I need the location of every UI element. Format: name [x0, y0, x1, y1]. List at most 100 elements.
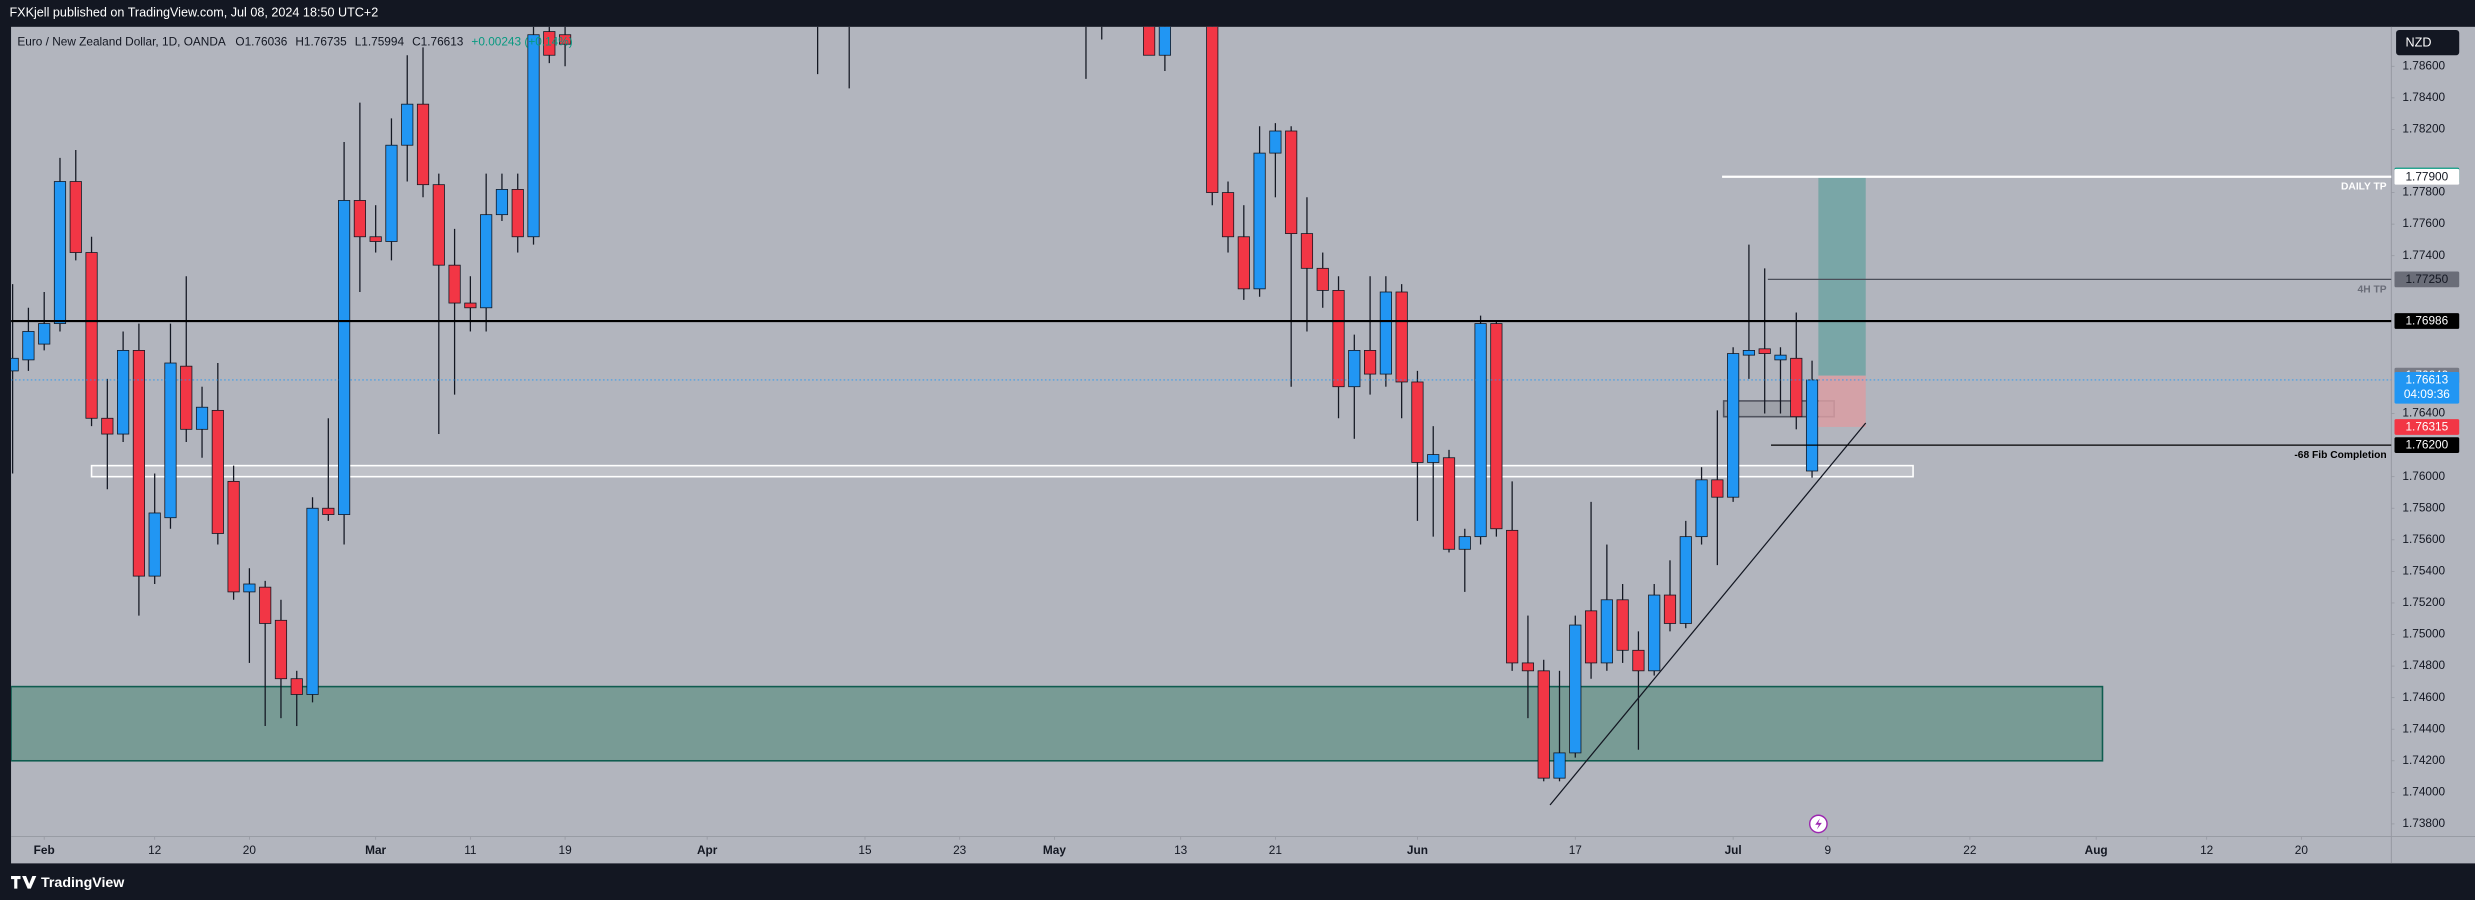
zone: [11, 685, 2104, 762]
candle-body: [1300, 233, 1314, 269]
y-tick-label: 1.78200: [2402, 122, 2445, 136]
price-countdown: 04:09:36: [2404, 387, 2450, 401]
x-tick-label: Apr: [697, 843, 718, 857]
price-tag-label: 1.76986: [2405, 314, 2448, 328]
candle-body: [148, 512, 161, 577]
candle-body: [1316, 267, 1329, 291]
candle-body: [1285, 130, 1298, 234]
y-tick-label: 1.76400: [2402, 406, 2445, 420]
x-tick-label: May: [1043, 843, 1066, 857]
y-tick-label: 1.75600: [2402, 532, 2445, 546]
candle-body: [1727, 353, 1740, 498]
legend: Euro / New Zealand Dollar, 1D, OANDA O1.…: [17, 35, 572, 49]
y-tick-label: 1.77400: [2402, 248, 2445, 262]
candle-body: [1616, 599, 1629, 651]
x-tick-label: Mar: [365, 843, 386, 857]
y-tick-label: 1.75800: [2402, 500, 2445, 514]
currency-button[interactable]: NZD: [2396, 29, 2460, 56]
legend-open: O1.76036: [235, 35, 287, 49]
y-tick-label: 1.76000: [2402, 469, 2445, 483]
candle-body: [1458, 536, 1471, 550]
candle-body: [1442, 457, 1456, 550]
candle-body: [1395, 291, 1408, 383]
price-tag: [2394, 168, 2460, 185]
candle-body: [22, 331, 35, 361]
x-tick-label: Aug: [2085, 843, 2108, 857]
candle-body: [1537, 670, 1550, 779]
candle-body: [543, 31, 556, 56]
x-tick-label: 19: [558, 843, 572, 857]
y-tick-label: 1.78400: [2402, 90, 2445, 104]
level-annotation: -68 Fib Completion: [2294, 450, 2386, 461]
y-tick-label: 1.75400: [2402, 564, 2445, 578]
y-tick-label: 1.74200: [2402, 753, 2445, 767]
x-tick-label: Jul: [1725, 843, 1742, 857]
price-tag: [2394, 313, 2460, 329]
candle-body: [164, 362, 177, 519]
candle-body: [495, 189, 509, 216]
price-tag: [2394, 437, 2460, 453]
candle-body: [527, 34, 540, 238]
price-tag-label: 1.76200: [2405, 438, 2448, 452]
candle-body: [227, 481, 240, 593]
legend-low: L1.75994: [355, 35, 405, 49]
position-loss: [1818, 375, 1866, 427]
candle-body: [1648, 594, 1661, 672]
candle-body: [1411, 381, 1424, 463]
candle-body: [1490, 323, 1503, 530]
candle-body: [1253, 152, 1266, 290]
candle-body: [1237, 236, 1250, 290]
candle-body: [416, 103, 430, 186]
legend-high: H1.76735: [295, 35, 347, 49]
price-tag-label: 1.76613: [2405, 373, 2448, 387]
currency-button-bg[interactable]: [2396, 29, 2460, 56]
legend-close: C1.76613: [412, 35, 464, 49]
candle-body: [1584, 610, 1598, 664]
candle-body: [1506, 529, 1519, 664]
currency-button-label[interactable]: NZD: [2406, 36, 2432, 50]
symbol-title: Euro / New Zealand Dollar, 1D, OANDA: [17, 35, 226, 49]
candle-body: [448, 264, 461, 304]
candle-body: [38, 323, 51, 345]
candle-body: [480, 214, 493, 309]
alert-icon[interactable]: [1808, 814, 1828, 834]
candle-body: [353, 200, 366, 238]
candle-body: [559, 34, 572, 45]
x-tick-label: 20: [243, 843, 257, 857]
overlay: DAILY TP 4H TP -68 Fib Completion 1.78600 1.…: [34, 58, 2460, 857]
candle-body: [132, 350, 145, 577]
candle-body: [1206, 26, 1219, 193]
alert-icon-bolt[interactable]: [1815, 818, 1822, 830]
candle-body: [1269, 130, 1282, 154]
price-tag-label: 1.77250: [2405, 272, 2448, 286]
brand-name: TradingView: [41, 875, 125, 891]
y-tick-label: 1.77800: [2402, 185, 2445, 199]
candle-body: [290, 678, 303, 695]
candle-body: [385, 144, 398, 242]
brand-logo: [11, 876, 37, 889]
candle-body: [85, 252, 98, 419]
x-tick-label: Feb: [34, 843, 55, 857]
x-tick-label: 13: [1174, 843, 1188, 857]
candle-body: [1663, 594, 1677, 624]
candle-body: [101, 417, 114, 435]
x-tick-label: 21: [1269, 843, 1282, 857]
y-tick-label: 1.74400: [2402, 721, 2445, 735]
x-tick-label: 22: [1963, 843, 1976, 857]
publisher-info: FXKjell published on TradingView.com, Ju…: [9, 6, 378, 20]
candle-body: [259, 586, 272, 624]
candle-body: [1695, 479, 1708, 538]
candle-body: [1790, 357, 1803, 418]
x-tick-label: 12: [148, 843, 161, 857]
legend-change: +0.00243 (+0.14%): [471, 35, 572, 49]
y-tick-label: 1.74000: [2402, 784, 2445, 798]
candle-body: [211, 409, 224, 534]
candle-body: [511, 189, 524, 238]
candle-body: [1427, 454, 1440, 463]
x-tick-label: 23: [953, 843, 967, 857]
x-tick-label: 17: [1569, 843, 1582, 857]
plot-area: [11, 26, 2392, 806]
candle-body: [274, 619, 288, 680]
candle-body: [1711, 479, 1724, 498]
trendline: [1549, 422, 1867, 806]
